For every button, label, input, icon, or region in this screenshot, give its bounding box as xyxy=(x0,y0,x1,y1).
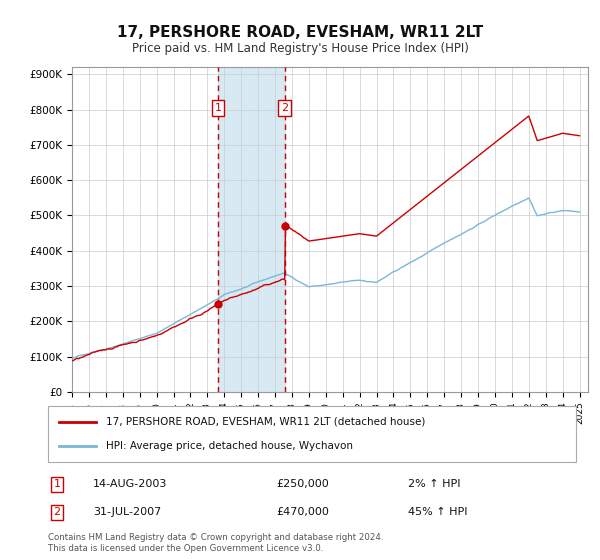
Text: 1: 1 xyxy=(53,479,61,489)
Text: Contains HM Land Registry data © Crown copyright and database right 2024.
This d: Contains HM Land Registry data © Crown c… xyxy=(48,533,383,553)
Text: 17, PERSHORE ROAD, EVESHAM, WR11 2LT (detached house): 17, PERSHORE ROAD, EVESHAM, WR11 2LT (de… xyxy=(106,417,425,427)
Bar xyxy=(218,67,285,392)
Text: 2: 2 xyxy=(281,103,289,113)
Text: 2% ↑ HPI: 2% ↑ HPI xyxy=(408,479,461,489)
Text: 31-JUL-2007: 31-JUL-2007 xyxy=(93,507,161,517)
Text: £250,000: £250,000 xyxy=(276,479,329,489)
Text: 1: 1 xyxy=(214,103,221,113)
Text: £470,000: £470,000 xyxy=(276,507,329,517)
Text: 2: 2 xyxy=(53,507,61,517)
Text: 45% ↑ HPI: 45% ↑ HPI xyxy=(408,507,467,517)
Text: 14-AUG-2003: 14-AUG-2003 xyxy=(93,479,167,489)
Text: Price paid vs. HM Land Registry's House Price Index (HPI): Price paid vs. HM Land Registry's House … xyxy=(131,42,469,55)
Text: 17, PERSHORE ROAD, EVESHAM, WR11 2LT: 17, PERSHORE ROAD, EVESHAM, WR11 2LT xyxy=(117,25,483,40)
Text: HPI: Average price, detached house, Wychavon: HPI: Average price, detached house, Wych… xyxy=(106,441,353,451)
